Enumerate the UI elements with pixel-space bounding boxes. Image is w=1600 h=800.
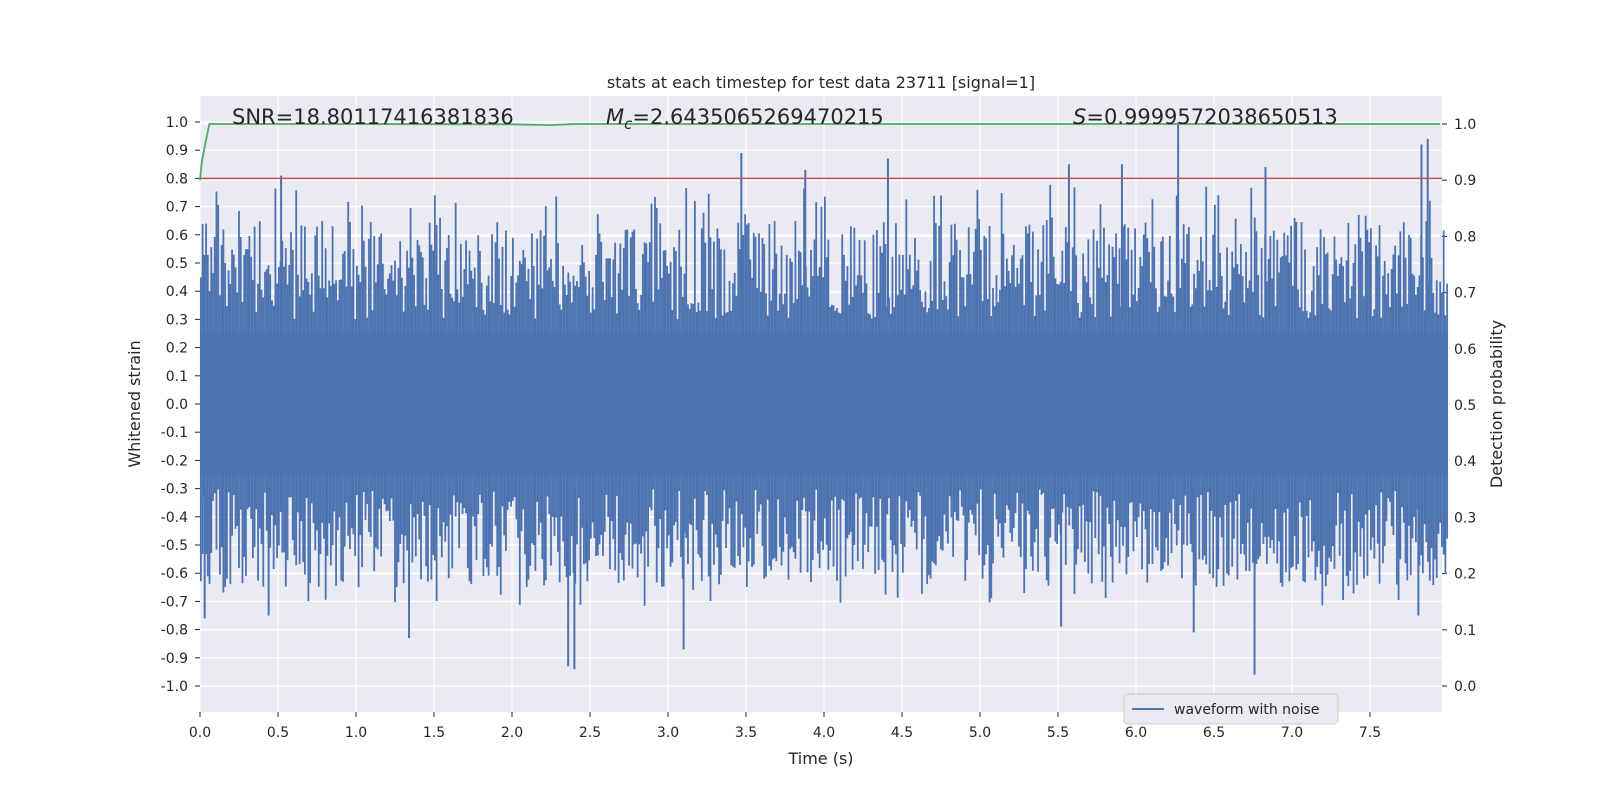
y2-tick-label: 0.0 (1454, 679, 1476, 695)
y-tick-label: -0.8 (161, 623, 188, 639)
mc-annotation: Mc=2.6435065269470215 (606, 105, 884, 133)
y-tick-label: -0.6 (161, 566, 188, 582)
y-ticks: 1.0 0.9 0.8 0.7 0.6 0.5 0.4 0.3 0.2 0.1 0.0 -0.1 -0.… (161, 115, 200, 695)
x-tick-label: 3.5 (735, 725, 757, 741)
y-tick-label: 0.8 (166, 171, 188, 187)
snr-annotation: SNR=18.80117416381836 (232, 105, 514, 129)
x-tick-label: 0.5 (267, 725, 289, 741)
y2-tick-label: 0.6 (1454, 342, 1476, 358)
legend: waveform with noise (1123, 693, 1339, 725)
x-tick-label: 3.0 (657, 725, 679, 741)
y-tick-label: -0.1 (161, 425, 188, 441)
y2-tick-label: 0.1 (1454, 623, 1476, 639)
x-tick-label: 7.0 (1281, 725, 1303, 741)
x-tick-label: 4.0 (813, 725, 835, 741)
x-tick-label: 5.0 (969, 725, 991, 741)
y-tick-label: 1.0 (166, 115, 188, 131)
x-tick-label: 0.0 (189, 725, 211, 741)
x-tick-label: 2.5 (579, 725, 601, 741)
x-tick-label: 6.5 (1203, 725, 1225, 741)
y-tick-label: 0.2 (166, 341, 188, 357)
x-tick-label: 2.0 (501, 725, 523, 741)
x-ticks: 0.0 0.5 1.0 1.5 2.0 2.5 3.0 3.5 4.0 4.5 5.0 5.5 6.0 6… (189, 712, 1381, 741)
y2-tick-label: 0.2 (1454, 567, 1476, 583)
legend-box (1123, 693, 1339, 725)
y-tick-label: -0.5 (161, 538, 188, 554)
y-tick-label: 0.3 (166, 312, 188, 328)
waveform-core (200, 333, 1448, 475)
y2-ticks: 1.0 0.9 0.8 0.7 0.6 0.5 0.4 0.3 0.2 0.1 0.0 (1442, 117, 1476, 695)
y-tick-label: 0.0 (166, 397, 188, 413)
detection-probability-line (199, 123, 1441, 181)
chart-title: stats at each timestep for test data 237… (607, 73, 1035, 92)
y2-tick-label: 0.4 (1454, 454, 1476, 470)
y2-tick-label: 1.0 (1454, 117, 1476, 133)
y2-axis-label: Detection probability (1487, 320, 1506, 488)
y2-tick-label: 0.3 (1454, 510, 1476, 526)
y-tick-label: -0.4 (161, 510, 188, 526)
y-tick-label: -0.7 (161, 594, 188, 610)
y-tick-label: -0.2 (161, 453, 188, 469)
x-tick-label: 5.5 (1047, 725, 1069, 741)
y-tick-label: 0.6 (166, 228, 188, 244)
x-tick-label: 1.0 (345, 725, 367, 741)
waveform-core-band (200, 333, 1448, 475)
y-axis-label: Whitened strain (125, 340, 144, 467)
y-tick-label: -0.9 (161, 651, 188, 667)
x-tick-label: 1.5 (423, 725, 445, 741)
y-tick-label: -0.3 (161, 482, 188, 498)
y2-tick-label: 0.9 (1454, 173, 1476, 189)
legend-label: waveform with noise (1174, 702, 1319, 718)
x-tick-label: 4.5 (891, 725, 913, 741)
y-tick-label: 0.1 (166, 369, 188, 385)
x-axis-label: Time (s) (787, 749, 853, 768)
y2-tick-label: 0.8 (1454, 229, 1476, 245)
y-tick-label: 0.7 (166, 200, 188, 216)
y-tick-label: 0.4 (166, 284, 188, 300)
y-tick-label: 0.9 (166, 143, 188, 159)
x-tick-label: 7.5 (1359, 725, 1381, 741)
y2-tick-label: 0.5 (1454, 398, 1476, 414)
s-annotation: S=0.9999572038650513 (1073, 105, 1338, 129)
x-tick-label: 6.0 (1125, 725, 1147, 741)
y-tick-label: -1.0 (161, 679, 188, 695)
y2-tick-label: 0.7 (1454, 286, 1476, 302)
y-tick-label: 0.5 (166, 256, 188, 272)
